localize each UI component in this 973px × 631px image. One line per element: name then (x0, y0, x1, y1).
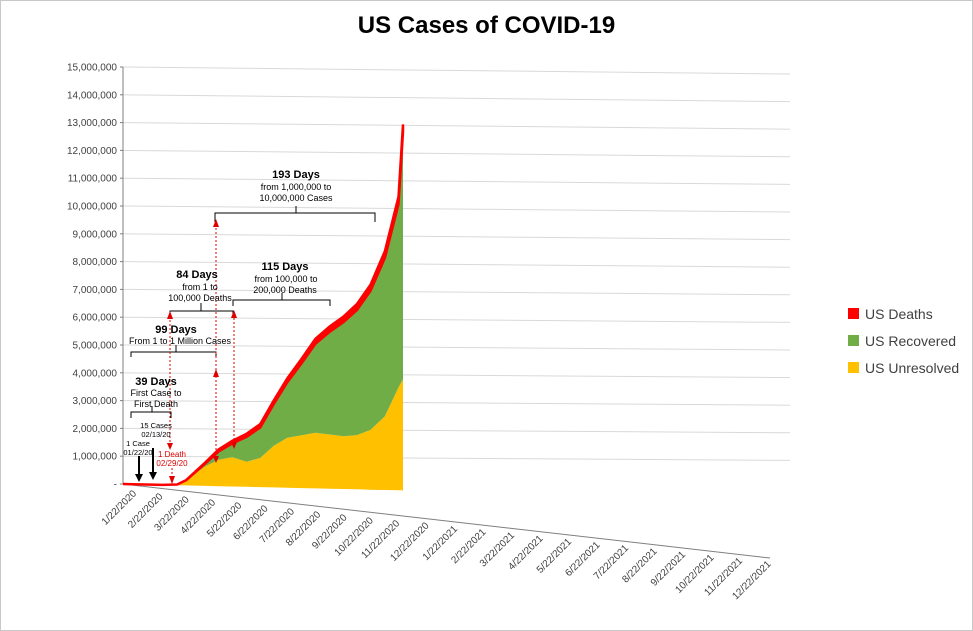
ann-39-days-title: 39 Days (135, 376, 177, 388)
y-tick-label: 11,000,000 (68, 174, 118, 185)
gridline (122, 94, 791, 103)
bracket-84-days (169, 303, 234, 318)
legend: US Deaths US Recovered US Unresolved (848, 300, 959, 381)
gridline (122, 233, 791, 241)
ann-99-days-line1: From 1 to 1 Million Cases (129, 336, 232, 346)
y-tick-label: 2,000,000 (73, 424, 118, 435)
legend-swatch (848, 335, 859, 346)
ann-1-death-line2: 02/29/20 (156, 459, 188, 468)
arrowhead (169, 476, 175, 484)
area-series (122, 124, 405, 491)
arrowhead (167, 443, 173, 450)
gridlines (122, 66, 791, 461)
black-arrows (138, 448, 154, 476)
y-tick-label: - (114, 480, 117, 491)
ann-15-cases-line1: 15 Cases (140, 421, 172, 430)
arrowhead (167, 311, 173, 319)
area-us-recovered (123, 131, 403, 485)
gridline (122, 66, 791, 75)
ann-15-cases-line2: 02/13/20 (141, 430, 170, 439)
arrowhead (231, 310, 237, 318)
ann-39-days-line2: First Death (134, 399, 178, 409)
gridline (122, 344, 791, 351)
area-us-unresolved (123, 379, 403, 491)
legend-label: US Unresolved (865, 359, 960, 376)
x-tick-labels: 1/22/20202/22/20203/22/20204/22/20205/22… (100, 488, 774, 602)
x-axis-front-line (122, 483, 404, 517)
ann-193-days-line1: from 1,000,000 to (261, 182, 332, 192)
arrowhead (213, 369, 219, 377)
gridline (122, 261, 791, 268)
x-axis-floor-line (402, 515, 771, 559)
y-tick-label: 1,000,000 (73, 452, 118, 463)
axes (122, 67, 771, 559)
arrowhead (231, 442, 237, 449)
ann-1-death-line1: 1 Death (158, 450, 186, 459)
y-tick-label: 4,000,000 (73, 368, 118, 379)
y-tick-label: 15,000,000 (67, 63, 117, 74)
y-tick-label: 12,000,000 (67, 146, 117, 157)
y-tick-label: 3,000,000 (73, 396, 118, 407)
gridline (122, 205, 791, 213)
y-tick-label: 13,000,000 (67, 118, 117, 129)
annotations (130, 206, 376, 418)
gridline (122, 372, 791, 379)
area-us-deaths (122, 124, 405, 487)
red-arrowheads (167, 219, 237, 484)
arrowhead (213, 456, 219, 463)
y-tick-labels: - 1,000,000 2,000,000 3,000,000 4,000,000 5,0… (67, 63, 123, 491)
y-tick-label: 6,000,000 (73, 313, 118, 324)
ann-193-days-line2: 10,000,000 Cases (259, 193, 333, 203)
y-tick-label: 9,000,000 (73, 229, 118, 240)
y-tick-label: 14,000,000 (67, 90, 117, 101)
y-tick-label: 5,000,000 (73, 341, 118, 352)
gridline (122, 316, 791, 323)
gridline (122, 149, 791, 158)
ann-84-days-line2: 100,000 Deaths (168, 293, 232, 303)
y-tick-label: 10,000,000 (67, 202, 117, 213)
legend-item: US Recovered (848, 327, 959, 354)
legend-item: US Deaths (848, 300, 959, 327)
gridline (122, 122, 791, 130)
ann-39-days-line1: First Case to (130, 388, 181, 398)
ann-99-days-title: 99 Days (155, 324, 197, 336)
legend-item: US Unresolved (848, 354, 959, 381)
arrowhead (135, 474, 143, 482)
legend-label: US Deaths (865, 305, 933, 322)
chart-title: US Cases of COVID-19 (357, 12, 616, 39)
bracket-39-days (130, 406, 172, 418)
gridline (122, 177, 791, 185)
gridline (122, 288, 791, 296)
black-arrowheads (135, 472, 157, 482)
arrowhead (213, 219, 219, 227)
ann-115-days-line2: 200,000 Deaths (253, 285, 317, 295)
y-tick-label: 7,000,000 (73, 285, 118, 296)
dotted-markers (169, 224, 235, 462)
legend-swatch (848, 308, 859, 319)
ann-84-days-title: 84 Days (176, 269, 218, 281)
bracket-193-days (214, 206, 376, 222)
gridline (122, 400, 791, 406)
bracket-115-days (232, 293, 331, 306)
ann-193-days-title: 193 Days (272, 169, 320, 181)
legend-swatch (848, 362, 859, 373)
ann-1-case-line2: 01/22/20 (123, 448, 152, 457)
ann-84-days-line1: from 1 to (182, 282, 218, 292)
legend-label: US Recovered (865, 332, 957, 349)
y-tick-label: 8,000,000 (73, 257, 118, 268)
arrowhead (149, 472, 157, 480)
ann-115-days-line1: from 100,000 to (254, 274, 317, 284)
ann-1-case-line1: 1 Case (126, 439, 150, 448)
gridline (122, 427, 791, 434)
ann-115-days-title: 115 Days (261, 261, 308, 273)
bracket-99-days (130, 345, 217, 357)
